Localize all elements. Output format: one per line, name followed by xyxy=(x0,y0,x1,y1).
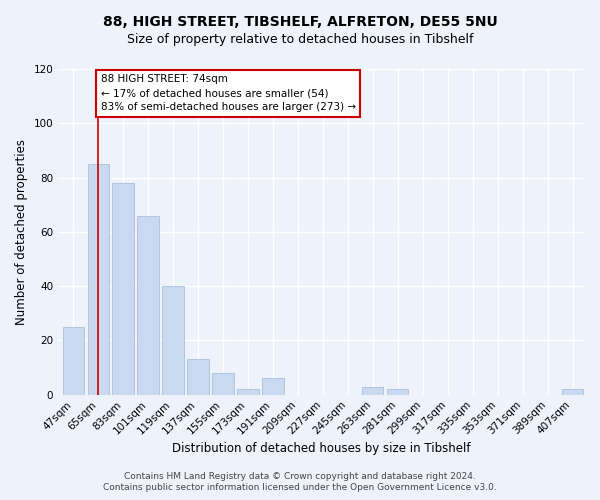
Bar xyxy=(88,164,109,394)
Bar xyxy=(187,360,209,394)
Text: 88, HIGH STREET, TIBSHELF, ALFRETON, DE55 5NU: 88, HIGH STREET, TIBSHELF, ALFRETON, DE5… xyxy=(103,15,497,29)
Bar xyxy=(163,286,184,395)
Bar xyxy=(362,386,383,394)
Bar xyxy=(238,390,259,394)
Bar xyxy=(112,183,134,394)
Bar xyxy=(62,327,84,394)
Bar xyxy=(387,390,409,394)
Bar xyxy=(562,390,583,394)
Bar xyxy=(212,373,233,394)
Bar xyxy=(262,378,284,394)
Y-axis label: Number of detached properties: Number of detached properties xyxy=(15,139,28,325)
Text: Contains HM Land Registry data © Crown copyright and database right 2024.
Contai: Contains HM Land Registry data © Crown c… xyxy=(103,472,497,492)
Bar xyxy=(137,216,158,394)
X-axis label: Distribution of detached houses by size in Tibshelf: Distribution of detached houses by size … xyxy=(172,442,471,455)
Text: Size of property relative to detached houses in Tibshelf: Size of property relative to detached ho… xyxy=(127,32,473,46)
Text: 88 HIGH STREET: 74sqm
← 17% of detached houses are smaller (54)
83% of semi-deta: 88 HIGH STREET: 74sqm ← 17% of detached … xyxy=(101,74,356,112)
